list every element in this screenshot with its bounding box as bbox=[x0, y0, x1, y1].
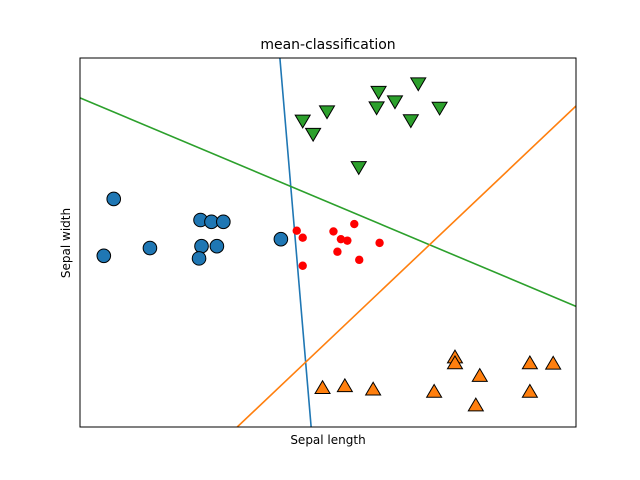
series-2-point-10 bbox=[467, 397, 485, 412]
series-3-point-8 bbox=[355, 255, 364, 265]
series-3-point-4 bbox=[336, 234, 346, 244]
decision-lines bbox=[80, 58, 576, 427]
series-3-point-5 bbox=[343, 236, 352, 245]
x-axis-label: Sepal length bbox=[290, 433, 365, 447]
series-2-point-3 bbox=[314, 379, 331, 395]
series-3-point-3 bbox=[350, 219, 359, 229]
series-0-point-5 bbox=[216, 214, 231, 230]
decision-line-1 bbox=[80, 97, 576, 308]
series-0-point-7 bbox=[209, 238, 225, 254]
series-0-point-9 bbox=[273, 231, 289, 247]
series-1-point-2 bbox=[386, 95, 404, 110]
series-2-point-0 bbox=[521, 355, 539, 370]
series-1-point-3 bbox=[368, 101, 385, 116]
series-1-point-5 bbox=[318, 105, 336, 120]
series-0-point-6 bbox=[194, 238, 209, 254]
plot-frame bbox=[79, 57, 577, 428]
series-1-point-0 bbox=[409, 77, 427, 92]
series-1-point-8 bbox=[304, 127, 322, 143]
series-0-point-0 bbox=[106, 191, 122, 207]
series-2-point-2 bbox=[446, 355, 464, 370]
series-0-point-2 bbox=[142, 240, 158, 256]
series-2-point-7 bbox=[471, 367, 489, 382]
series-1-point-6 bbox=[294, 114, 312, 129]
decision-line-0 bbox=[279, 58, 312, 427]
series-2-point-6 bbox=[425, 383, 443, 398]
series-3-point-2 bbox=[329, 227, 338, 236]
chart-title: mean-classification bbox=[260, 37, 395, 53]
y-axis-label: Sepal width bbox=[59, 208, 73, 278]
series-3-point-6 bbox=[375, 238, 384, 248]
series-1-point-4 bbox=[431, 101, 448, 116]
decision-line-2 bbox=[236, 105, 576, 427]
series-2-point-8 bbox=[544, 355, 562, 370]
data-points bbox=[96, 77, 562, 412]
series-2-point-5 bbox=[364, 381, 382, 396]
series-1-point-9 bbox=[350, 161, 368, 176]
series-2-point-9 bbox=[521, 383, 539, 398]
series-3-point-0 bbox=[292, 226, 301, 235]
series-0-point-1 bbox=[96, 248, 112, 264]
plot-background bbox=[80, 58, 576, 427]
series-3-point-7 bbox=[333, 247, 342, 256]
series-3-point-9 bbox=[298, 261, 307, 270]
series-3-point-1 bbox=[298, 233, 307, 242]
series-1-point-7 bbox=[402, 114, 420, 129]
series-0-point-8 bbox=[191, 251, 207, 266]
series-2-point-4 bbox=[336, 377, 354, 393]
series-1-point-1 bbox=[370, 85, 387, 101]
